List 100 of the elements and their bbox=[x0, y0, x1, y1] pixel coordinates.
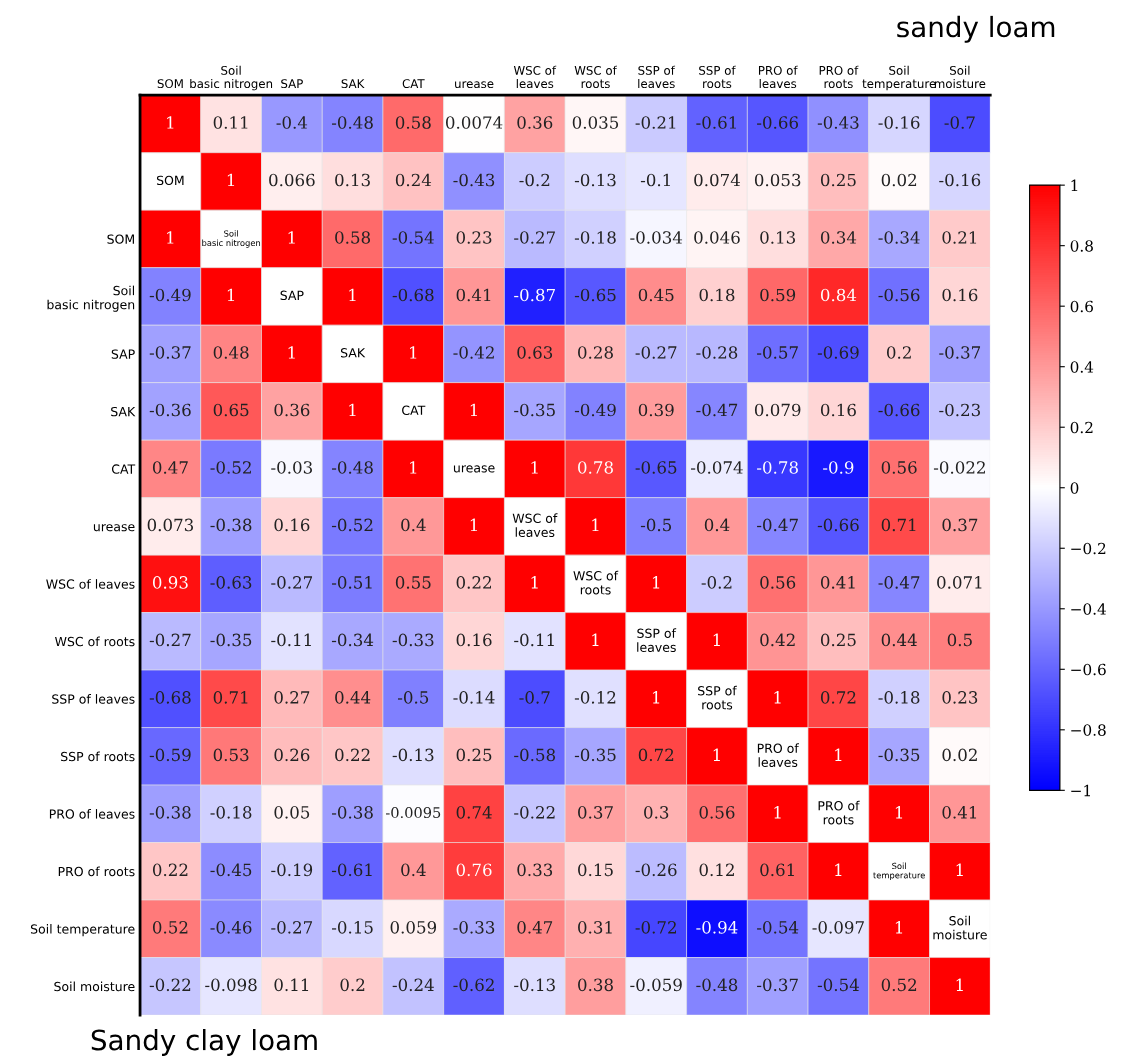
data-label: 0.28 bbox=[578, 346, 613, 359]
data-label: -0.37 bbox=[149, 346, 191, 359]
x-tick-label: SAP bbox=[281, 79, 303, 89]
y-tick-label: SOM bbox=[107, 234, 134, 244]
text: SAK bbox=[340, 348, 366, 358]
y-tick-label: Soil basic nitrogen bbox=[47, 285, 135, 312]
data-label: 0.37 bbox=[942, 518, 978, 532]
data-label: 0.47 bbox=[517, 921, 553, 934]
data-label: -0.23 bbox=[939, 403, 981, 417]
data-label: 0.2 bbox=[887, 346, 911, 359]
data-label: 1 bbox=[956, 978, 963, 991]
y-tick-label: CAT bbox=[111, 464, 136, 474]
data-label: -0.61 bbox=[696, 116, 736, 129]
data-label: 0.53 bbox=[213, 748, 249, 762]
x-tick-label: SSP of roots bbox=[699, 65, 736, 89]
data-label: 0.02 bbox=[881, 173, 917, 187]
data-label: 0.079 bbox=[754, 403, 801, 417]
data-label: 0.63 bbox=[517, 346, 553, 359]
color-bar-label: −0.8 bbox=[1071, 724, 1106, 736]
data-label: 1 bbox=[835, 863, 842, 876]
data-label: 1 bbox=[531, 461, 538, 474]
data-label: -0.4 bbox=[276, 116, 308, 129]
data-label: -0.47 bbox=[757, 518, 798, 532]
data-label: -0.66 bbox=[878, 403, 920, 417]
data-label: -0.34 bbox=[331, 633, 374, 647]
x-tick-label: WSC of roots bbox=[574, 65, 618, 89]
data-label: 1 bbox=[531, 576, 538, 589]
data-label: 0.053 bbox=[754, 173, 801, 187]
data-label: 1 bbox=[835, 748, 842, 761]
data-label: 0.2 bbox=[340, 978, 365, 992]
data-label: 1 bbox=[349, 288, 356, 302]
data-label: 1 bbox=[956, 863, 963, 876]
data-label: -0.2 bbox=[519, 173, 550, 187]
data-label: 0.22 bbox=[456, 576, 491, 589]
data-label: -0.66 bbox=[817, 518, 859, 532]
data-label: 0.38 bbox=[578, 978, 613, 992]
data-label: 1 bbox=[227, 173, 235, 187]
data-label: 0.13 bbox=[760, 231, 796, 244]
data-label: -0.13 bbox=[574, 173, 616, 187]
data-label: 0.071 bbox=[937, 576, 982, 589]
data-label: 0.16 bbox=[456, 633, 492, 647]
data-label: -0.47 bbox=[878, 576, 920, 589]
data-label: 0.25 bbox=[820, 633, 856, 647]
data-label: -0.43 bbox=[453, 173, 495, 187]
data-label: 0.37 bbox=[578, 806, 613, 819]
data-label: -0.48 bbox=[696, 978, 738, 992]
data-label: 0.22 bbox=[335, 748, 370, 762]
data-label: 0.26 bbox=[274, 748, 310, 762]
text: WSC of roots bbox=[573, 570, 619, 595]
text: SOM bbox=[156, 175, 184, 186]
data-label: 1 bbox=[713, 633, 720, 646]
data-label: 0.56 bbox=[881, 461, 917, 474]
data-label: -0.48 bbox=[331, 461, 373, 474]
data-label: -0.45 bbox=[210, 863, 252, 877]
data-label: 0.58 bbox=[395, 116, 431, 129]
data-label: 1 bbox=[652, 576, 660, 589]
data-label: 0.035 bbox=[572, 116, 619, 129]
data-label: -0.46 bbox=[210, 921, 252, 934]
data-label: 0.44 bbox=[881, 633, 917, 647]
data-label: 1 bbox=[167, 231, 174, 244]
data-label: 0.27 bbox=[274, 691, 310, 704]
data-label: -0.27 bbox=[271, 921, 313, 934]
data-label: -0.15 bbox=[331, 921, 373, 934]
y-tick-label: SSP of leaves bbox=[52, 694, 135, 704]
data-label: -0.62 bbox=[453, 978, 494, 992]
data-label: 1 bbox=[774, 806, 781, 819]
data-label: 0.44 bbox=[335, 691, 371, 704]
color-bar-label: −0.2 bbox=[1071, 542, 1106, 555]
color-bar-label: −0.6 bbox=[1071, 663, 1106, 676]
data-label: 0.23 bbox=[942, 691, 978, 704]
data-label: 1 bbox=[227, 288, 235, 302]
data-label: 0.3 bbox=[644, 806, 669, 819]
data-label: -0.16 bbox=[878, 116, 920, 129]
data-label: 0.4 bbox=[401, 863, 426, 877]
x-tick-label: CAT bbox=[402, 79, 425, 89]
text: Soil basic nitrogen bbox=[202, 230, 261, 248]
data-label: 0.15 bbox=[578, 863, 613, 877]
data-label: 0.074 bbox=[694, 173, 740, 187]
data-label: -0.27 bbox=[149, 633, 191, 647]
data-label: 0.05 bbox=[274, 806, 310, 819]
data-label: 0.72 bbox=[820, 691, 856, 704]
data-label: -0.22 bbox=[514, 806, 555, 819]
data-label: -0.022 bbox=[933, 461, 985, 474]
data-label: 0.56 bbox=[760, 576, 796, 589]
color-bar-label: −1 bbox=[1071, 784, 1091, 797]
data-label: -0.54 bbox=[757, 921, 799, 934]
data-label: -0.059 bbox=[630, 978, 682, 992]
data-label: 0.21 bbox=[942, 231, 977, 244]
data-label: -0.54 bbox=[392, 231, 434, 244]
color-bar-label: −0.4 bbox=[1071, 603, 1106, 615]
data-label: -0.65 bbox=[574, 288, 616, 302]
data-label: -0.27 bbox=[635, 346, 677, 359]
data-label: -0.33 bbox=[453, 921, 495, 934]
data-label: -0.19 bbox=[271, 863, 313, 877]
data-label: 1 bbox=[410, 346, 417, 359]
y-tick-label: Soil temperature bbox=[30, 924, 135, 937]
data-label: 0.78 bbox=[578, 461, 613, 474]
data-label: 0.33 bbox=[517, 863, 553, 877]
data-label: 0.02 bbox=[942, 748, 977, 762]
text: sandy loam bbox=[897, 15, 1055, 43]
